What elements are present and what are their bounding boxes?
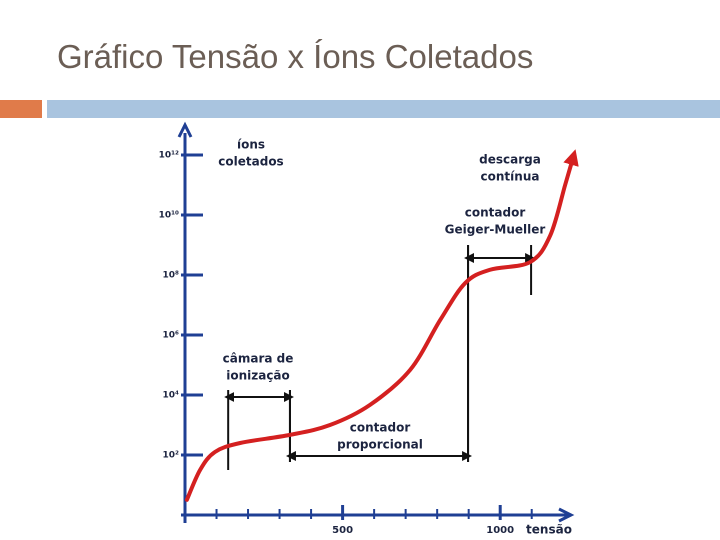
y-tick-label: 10⁴ xyxy=(163,391,180,401)
y-tick-label: 10¹² xyxy=(159,151,179,161)
accent-bar xyxy=(0,100,42,118)
region-label: contador xyxy=(465,206,526,220)
curve xyxy=(184,149,579,502)
annotation: contínua xyxy=(481,170,540,184)
annotation: descarga xyxy=(479,153,541,167)
y-tick-label: 10⁸ xyxy=(163,271,180,281)
y-tick-label: 10⁶ xyxy=(163,331,180,341)
region-label: ionização xyxy=(226,369,290,383)
region-label: Geiger-Mueller xyxy=(445,223,546,237)
y-axis-arrow xyxy=(177,121,193,138)
x-axis-arrow xyxy=(558,507,575,523)
y-axis-label: íons xyxy=(237,138,265,152)
y-tick-label: 10¹⁰ xyxy=(159,211,179,221)
x-axis-label: tensão xyxy=(526,523,572,537)
x-tick-label: 1000 xyxy=(486,525,514,536)
region-label: proporcional xyxy=(337,438,423,452)
slide-title: Gráfico Tensão x Íons Coletados xyxy=(57,38,534,75)
region-label: câmara de xyxy=(223,352,294,366)
y-tick-label: 10² xyxy=(163,451,180,461)
header-bar xyxy=(47,100,720,118)
y-axis-label: coletados xyxy=(218,155,283,169)
x-tick-label: 500 xyxy=(332,525,353,536)
region-label: contador xyxy=(350,421,411,435)
